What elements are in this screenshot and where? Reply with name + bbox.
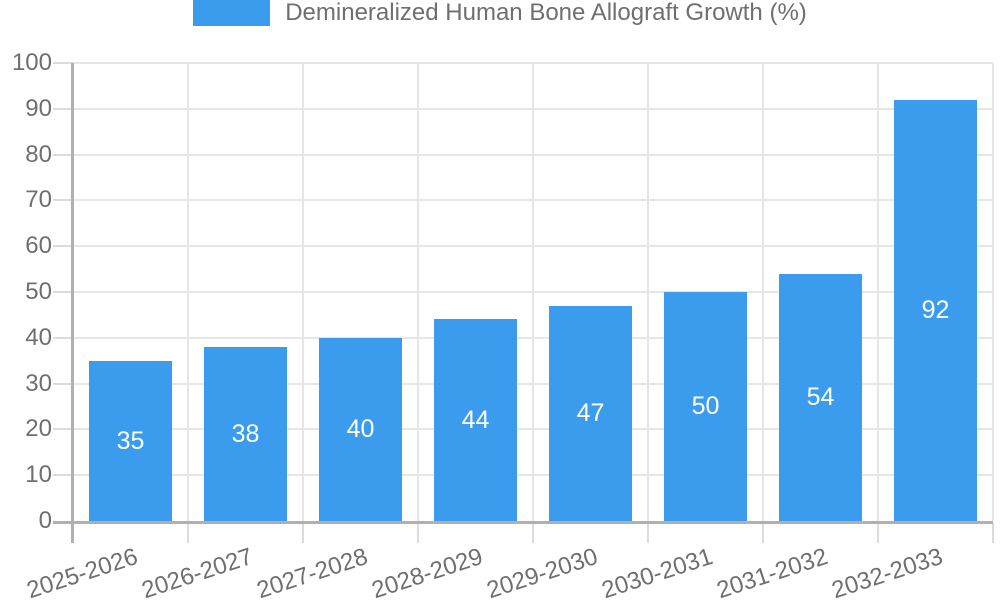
y-axis-tick [53,245,73,248]
bar-value-label: 54 [806,383,835,411]
x-axis-tick [992,523,994,543]
x-gridline [532,63,534,521]
x-axis-tick [647,523,649,543]
bar-2028-2029[interactable]: 44 [434,319,517,521]
x-axis-tick [187,523,189,543]
y-axis-label: 80 [25,140,52,168]
y-axis-label: 30 [25,369,52,397]
bar-2031-2032[interactable]: 54 [779,274,862,521]
x-gridline [992,63,994,521]
bar-value-label: 38 [231,419,260,448]
y-axis-line [71,63,74,543]
y-axis-tick [53,199,73,202]
bar-value-label: 44 [461,405,490,434]
x-axis-label: 2030-2031 [598,543,717,600]
y-axis-label: 60 [25,232,52,260]
x-gridline [302,63,304,521]
y-axis-tick [53,291,73,293]
y-axis-label: 50 [25,278,52,305]
y-axis-tick [53,153,73,156]
bar-2027-2028[interactable]: 40 [319,338,402,521]
x-axis-label: 2032-2033 [828,543,947,600]
x-axis-label: 2027-2028 [253,543,372,600]
x-axis-tick [302,523,304,543]
y-axis-tick [53,474,73,477]
x-gridline [877,63,879,521]
bar-2029-2030[interactable]: 47 [549,306,632,521]
y-axis-tick [53,107,73,110]
bar-2030-2031[interactable]: 50 [664,292,747,521]
y-axis-label: 10 [25,461,52,489]
bar-value-label: 35 [116,426,145,455]
y-axis-tick [53,382,73,385]
y-axis-tick [53,62,73,64]
bar-value-label: 50 [691,392,720,420]
y-axis-label: 20 [25,415,52,443]
x-gridline [647,63,649,521]
x-axis-tick [762,523,764,543]
y-axis-label: 70 [25,186,52,214]
bar-2025-2026[interactable]: 35 [89,361,172,521]
x-gridline [187,63,189,521]
y-axis-tick [53,336,73,339]
x-axis-label: 2031-2032 [713,543,832,600]
x-axis-line [53,521,993,524]
y-axis-tick [53,428,73,431]
x-axis-tick [417,523,419,543]
legend-label: Demineralized Human Bone Allograft Growt… [285,0,807,26]
x-axis-label: 2029-2030 [483,543,602,600]
x-axis-tick [877,523,879,543]
bar-2026-2027[interactable]: 38 [204,347,287,521]
bar-value-label: 40 [346,415,375,443]
y-axis-label: 100 [11,49,52,76]
x-axis-label: 2026-2027 [138,543,257,600]
bar-value-label: 92 [921,296,950,324]
x-axis-label: 2025-2026 [23,543,142,600]
y-axis-label: 90 [25,94,52,122]
x-gridline [417,63,419,521]
x-axis-label: 2028-2029 [368,543,487,600]
bar-value-label: 47 [576,399,605,427]
legend-item[interactable]: Demineralized Human Bone Allograft Growt… [0,0,1000,26]
y-axis-label: 40 [25,323,52,351]
legend-swatch [193,0,271,26]
y-axis-label: 0 [38,507,52,534]
bar-2032-2033[interactable]: 92 [894,100,977,521]
x-gridline [762,63,764,521]
x-axis-tick [532,523,534,543]
